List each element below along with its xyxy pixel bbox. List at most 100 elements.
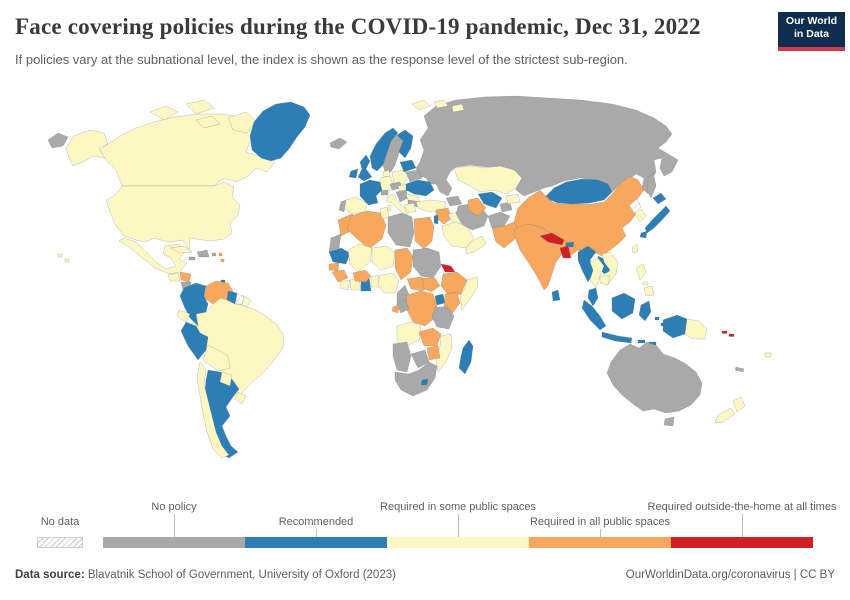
footer-credit[interactable]: OurWorldinData.org/coronavirus | CC BY xyxy=(625,569,835,581)
country-indonesia[interactable] xyxy=(611,292,636,320)
country-philippines[interactable] xyxy=(642,281,649,286)
country-south_korea[interactable] xyxy=(634,208,647,223)
country-niger[interactable] xyxy=(371,245,396,271)
country-indonesia[interactable] xyxy=(638,300,652,322)
country-drc[interactable] xyxy=(405,290,438,327)
country-canada_islands[interactable] xyxy=(185,99,215,115)
country-portugal[interactable] xyxy=(338,199,347,213)
country-guatemala[interactable] xyxy=(167,272,181,282)
country-mongolia[interactable] xyxy=(545,178,613,205)
country-usa[interactable] xyxy=(105,181,241,251)
country-baltics[interactable] xyxy=(399,159,417,173)
country-saudi_arabia[interactable] xyxy=(441,221,475,249)
country-balkans[interactable] xyxy=(395,189,409,203)
country-nepal[interactable] xyxy=(539,232,565,246)
country-kazakhstan[interactable] xyxy=(453,165,523,195)
country-bolivia[interactable] xyxy=(202,344,231,372)
country-japan[interactable] xyxy=(652,192,667,205)
country-australia[interactable] xyxy=(663,416,675,427)
country-sudan[interactable] xyxy=(412,247,442,279)
country-uk[interactable] xyxy=(357,154,373,182)
country-cuba[interactable] xyxy=(169,245,193,254)
country-png[interactable] xyxy=(684,318,708,340)
country-burkina_faso[interactable] xyxy=(352,269,372,283)
country-antilles[interactable] xyxy=(220,258,225,263)
country-new_caledonia[interactable] xyxy=(734,366,745,373)
country-greece[interactable] xyxy=(403,202,417,213)
country-tanzania[interactable] xyxy=(431,306,455,330)
legend-segment-required_all[interactable] xyxy=(529,537,671,548)
country-libya[interactable] xyxy=(387,212,415,248)
country-philippines[interactable] xyxy=(635,263,647,281)
country-israel_lebanon[interactable] xyxy=(433,214,439,225)
legend-segment-no_policy[interactable] xyxy=(103,537,245,548)
country-mauritania[interactable] xyxy=(328,247,351,265)
country-madagascar[interactable] xyxy=(458,339,474,375)
country-south_africa[interactable] xyxy=(394,361,438,397)
country-svalbard[interactable] xyxy=(451,103,465,113)
country-chukotka[interactable] xyxy=(47,132,69,149)
country-sri_lanka[interactable] xyxy=(551,289,561,302)
country-mozambique[interactable] xyxy=(435,333,453,373)
country-hawaii[interactable] xyxy=(57,253,63,258)
country-belarus[interactable] xyxy=(405,169,423,183)
country-japan[interactable] xyxy=(644,205,671,234)
country-western_sahara[interactable] xyxy=(328,233,342,253)
country-norway[interactable] xyxy=(369,127,399,172)
country-namibia[interactable] xyxy=(392,341,412,373)
country-italy[interactable] xyxy=(387,204,392,212)
country-fiji[interactable] xyxy=(764,352,772,358)
country-venezuela[interactable] xyxy=(203,280,234,305)
country-svalbard[interactable] xyxy=(411,99,431,111)
country-indonesia[interactable] xyxy=(662,314,688,339)
country-nigeria[interactable] xyxy=(377,272,400,294)
country-indonesia[interactable] xyxy=(601,331,633,344)
country-mexico[interactable] xyxy=(118,237,188,275)
country-mali[interactable] xyxy=(347,243,373,273)
country-svalbard[interactable] xyxy=(433,99,449,109)
legend-segment-recommended[interactable] xyxy=(245,537,387,548)
country-angola[interactable] xyxy=(396,321,422,347)
country-north_korea[interactable] xyxy=(628,198,642,214)
country-honduras[interactable] xyxy=(179,271,192,283)
country-new_zealand[interactable] xyxy=(714,407,736,424)
country-solomon[interactable] xyxy=(728,333,735,337)
country-antilles[interactable] xyxy=(218,252,223,257)
country-uzbekistan[interactable] xyxy=(477,191,503,209)
country-ethiopia[interactable] xyxy=(440,271,468,297)
country-germany[interactable] xyxy=(379,175,394,192)
country-greenland[interactable] xyxy=(249,101,311,162)
country-hispaniola[interactable] xyxy=(196,249,210,258)
country-cambodia[interactable] xyxy=(599,275,611,286)
country-zambia[interactable] xyxy=(418,327,442,347)
country-finland[interactable] xyxy=(396,129,414,159)
country-egypt[interactable] xyxy=(413,216,435,250)
country-indonesia[interactable] xyxy=(637,339,646,344)
country-uruguay[interactable] xyxy=(234,391,247,405)
country-yemen_oman[interactable] xyxy=(465,235,487,255)
country-japan[interactable] xyxy=(639,230,648,239)
country-guinea[interactable] xyxy=(331,269,349,283)
country-algeria[interactable] xyxy=(346,210,387,250)
legend-segment-required_some[interactable] xyxy=(387,537,529,548)
country-chile[interactable] xyxy=(196,361,230,459)
country-somalia[interactable] xyxy=(459,276,479,311)
country-chad[interactable] xyxy=(394,247,414,281)
country-philippines[interactable] xyxy=(643,285,655,297)
country-italy[interactable] xyxy=(385,193,410,217)
country-france[interactable] xyxy=(359,179,383,206)
country-senegal[interactable] xyxy=(328,262,340,272)
country-ireland[interactable] xyxy=(348,168,359,179)
country-alaska[interactable] xyxy=(65,129,109,167)
country-gabon[interactable] xyxy=(391,304,400,314)
country-congo[interactable] xyxy=(396,298,410,314)
country-kyrgyzstan[interactable] xyxy=(505,193,521,205)
country-guyana[interactable] xyxy=(226,290,238,305)
country-south_sudan[interactable] xyxy=(422,277,441,293)
country-malaysia[interactable] xyxy=(587,287,599,307)
country-switzerland[interactable] xyxy=(380,189,389,196)
country-thailand[interactable] xyxy=(589,257,605,289)
country-zimbabwe[interactable] xyxy=(426,345,441,361)
country-uganda[interactable] xyxy=(434,293,446,306)
country-french_guiana[interactable] xyxy=(241,295,252,308)
